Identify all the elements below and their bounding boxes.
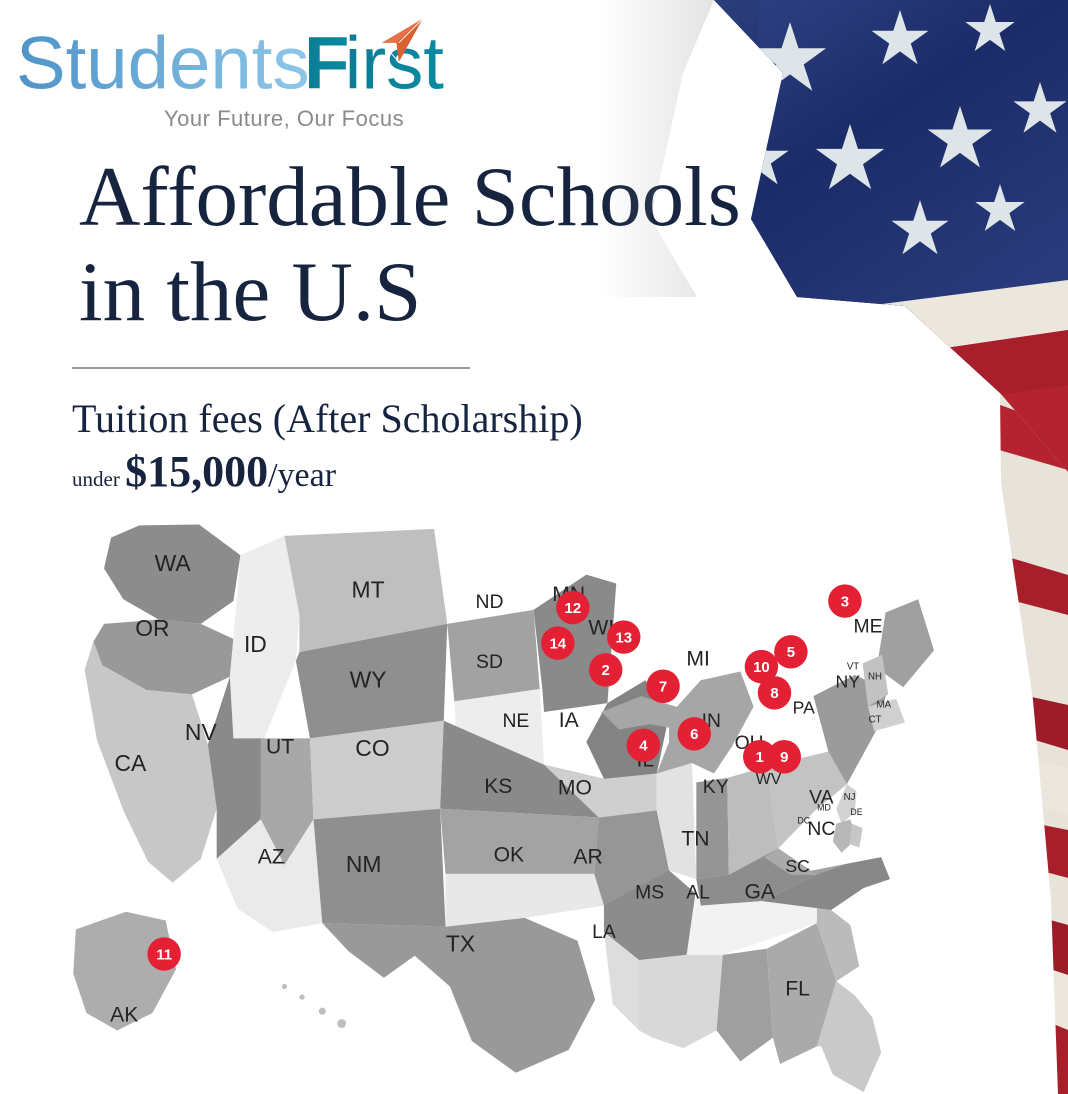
svg-text:OR: OR [135, 615, 169, 641]
svg-text:irst: irst [345, 21, 444, 104]
svg-text:TX: TX [446, 930, 475, 956]
svg-text:SC: SC [785, 856, 810, 876]
svg-text:8: 8 [770, 685, 778, 702]
svg-text:5: 5 [787, 644, 795, 661]
svg-text:TN: TN [681, 828, 709, 851]
svg-text:DE: DE [850, 807, 862, 817]
svg-text:DC: DC [797, 816, 810, 826]
svg-text:CO: CO [355, 735, 389, 761]
svg-text:FL: FL [785, 977, 810, 1000]
svg-text:SD: SD [476, 651, 503, 673]
svg-text:NJ: NJ [844, 792, 856, 803]
svg-text:6: 6 [690, 726, 698, 743]
svg-text:9: 9 [780, 749, 788, 766]
svg-text:NY: NY [836, 671, 861, 691]
svg-text:3: 3 [841, 593, 849, 610]
svg-text:LA: LA [592, 921, 616, 943]
svg-text:ND: ND [476, 591, 504, 613]
svg-text:MS: MS [635, 882, 664, 904]
svg-text:NH: NH [868, 671, 882, 682]
svg-text:4: 4 [639, 737, 648, 754]
svg-text:AK: AK [110, 1004, 138, 1027]
svg-text:KY: KY [703, 776, 729, 798]
svg-text:VT: VT [847, 662, 859, 673]
svg-text:10: 10 [753, 659, 770, 676]
svg-text:AL: AL [686, 882, 710, 904]
svg-text:PA: PA [793, 698, 815, 718]
svg-text:KS: KS [484, 775, 512, 798]
svg-text:OK: OK [494, 844, 524, 867]
svg-text:13: 13 [615, 629, 632, 646]
svg-text:MD: MD [817, 803, 831, 813]
svg-text:IA: IA [559, 709, 580, 732]
svg-text:AZ: AZ [258, 845, 285, 868]
svg-text:11: 11 [156, 946, 172, 963]
svg-text:CT: CT [869, 715, 882, 726]
svg-text:NE: NE [502, 710, 529, 732]
svg-text:NM: NM [346, 851, 382, 877]
svg-text:UT: UT [266, 735, 294, 758]
svg-text:WA: WA [155, 550, 192, 576]
svg-text:7: 7 [659, 679, 667, 696]
svg-text:AR: AR [573, 845, 602, 868]
svg-text:ME: ME [853, 616, 882, 638]
svg-text:CA: CA [115, 750, 148, 776]
svg-text:GA: GA [744, 881, 775, 904]
svg-text:12: 12 [565, 600, 582, 617]
svg-text:1: 1 [756, 749, 764, 766]
svg-text:2: 2 [602, 662, 610, 679]
svg-text:NV: NV [185, 719, 218, 745]
svg-text:MI: MI [686, 647, 709, 670]
svg-text:14: 14 [549, 635, 566, 652]
svg-text:WV: WV [756, 771, 782, 788]
svg-text:Students: Students [16, 21, 310, 104]
svg-text:NC: NC [807, 818, 835, 840]
svg-text:ID: ID [244, 631, 267, 657]
svg-text:MA: MA [877, 700, 892, 711]
svg-text:MT: MT [352, 577, 385, 603]
svg-text:F: F [304, 21, 349, 104]
svg-text:MO: MO [558, 777, 592, 800]
svg-text:WY: WY [350, 666, 387, 692]
